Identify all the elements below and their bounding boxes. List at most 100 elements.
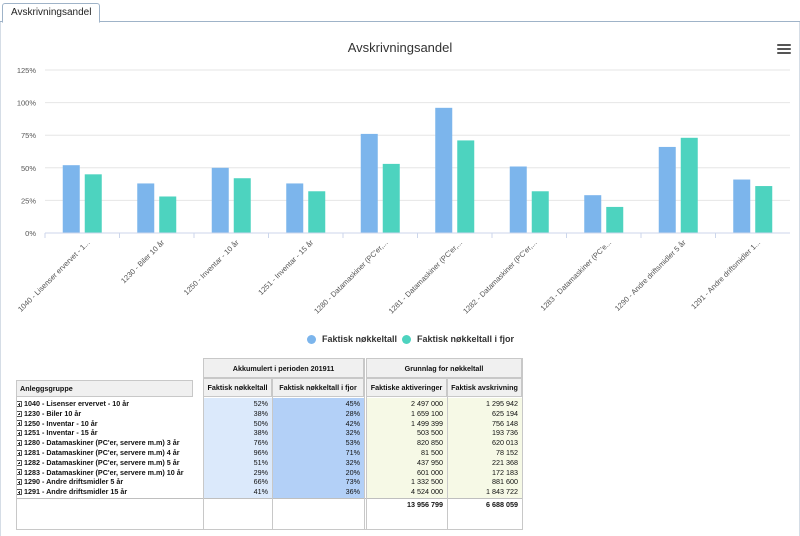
table-cell: 881 600 [492,477,518,487]
section-header-grunnlag: Grunnlag for nøkkeltall [366,358,522,378]
table-cell: 51% [253,457,268,467]
table-cell: 221 368 [492,457,518,467]
bar-chart: Avskrivningsandel0%25%50%75%100%125%1040… [16,40,790,316]
column-bg-grunnlag [366,398,522,498]
row-label-text: 1040 - Lisenser ervervet - 10 år [24,399,130,408]
y-tick-label: 0% [25,229,36,238]
table-cell: 76% [253,438,268,448]
table-cell: 41% [253,487,268,497]
table-row-label[interactable]: 1251 - Inventar - 15 år [16,428,193,438]
table-cell: 1 659 100 [411,408,443,418]
y-tick-label: 25% [21,196,36,205]
table-row-label[interactable]: 1283 - Datamaskiner (PC'er, servere m.m)… [16,468,193,478]
tab-bar: Avskrivningsandel [0,0,800,23]
bar[interactable] [84,174,102,233]
bar[interactable] [457,140,475,233]
column-header-anleggsgruppe[interactable]: Anleggsgruppe [16,380,193,397]
table-row-label[interactable]: 1291 - Andre driftsmidler 15 år [16,487,193,497]
table-cell: 20% [345,467,360,477]
table-cell: 38% [253,428,268,438]
table-cell: 625 194 [492,408,518,418]
legend-label: Faktisk nøkkeltall i fjor [417,334,515,344]
row-label-text: 1230 - Biler 10 år [24,408,82,418]
bar[interactable] [308,191,326,233]
table-cell: 4 524 000 [411,487,443,497]
table-cell: 52% [253,399,268,408]
table-cell: 50% [253,418,268,428]
legend-item-faktisk[interactable]: Faktisk nøkkeltall [307,334,397,344]
bar[interactable] [733,179,751,233]
table-vline [522,358,523,530]
table-row-label[interactable]: 1282 - Datamaskiner (PC'er, servere m.m)… [16,458,193,468]
row-label-text: 1291 - Andre driftsmidler 15 år [24,487,128,497]
table-cell: 28% [345,408,360,418]
bar[interactable] [137,183,155,233]
table-row-label[interactable]: 1290 - Andre driftsmidler 5 år [16,477,193,487]
table-cell: 503 500 [417,428,443,438]
table-cell: 820 850 [417,438,443,448]
legend-dot-icon [307,334,316,344]
table-row-label[interactable]: 1040 - Lisenser ervervet - 10 år [16,399,193,409]
table-cell: 1 843 722 [486,487,518,497]
table-cell: 96% [253,448,268,457]
table-cell: 1 499 399 [411,418,443,428]
table-cell: 81 500 [421,448,443,457]
chart-title: Avskrivningsandel [348,40,453,55]
bar[interactable] [435,107,453,233]
column-bg-fjor [272,398,364,498]
table-cell: 42% [345,418,360,428]
table-cell: 172 183 [492,467,518,477]
table-vline [366,358,367,530]
bar[interactable] [233,178,251,233]
row-label-text: 1290 - Andre driftsmidler 5 år [24,477,124,487]
tab-avskrivningsandel[interactable]: Avskrivningsandel [2,3,101,23]
y-tick-label: 50% [21,164,36,173]
bar[interactable] [211,167,229,233]
column-header[interactable]: Faktisk nøkkeltall [203,378,272,397]
total-avskrivning: 6 688 059 [486,500,518,509]
table-row-label[interactable]: 1280 - Datamaskiner (PC'er, servere m.m)… [16,438,193,448]
table-vline [364,358,365,530]
table-vline [447,378,448,530]
table-cell: 53% [345,438,360,448]
bar[interactable] [680,137,698,233]
bar[interactable] [531,191,549,233]
bar[interactable] [62,165,80,233]
table-cell: 1 295 942 [486,399,518,408]
table-cell: 1 332 500 [411,477,443,487]
bar[interactable] [286,183,304,233]
bar[interactable] [360,133,378,233]
row-label-text: 1281 - Datamaskiner (PC'er, servere m.m)… [24,448,180,457]
bar[interactable] [509,166,527,233]
column-header[interactable]: Faktisk nøkkeltall i fjor [272,378,364,397]
section-header-akkumulert: Akkumulert i perioden 201911 [203,358,364,378]
table-cell: 601 000 [417,467,443,477]
table-row-label[interactable]: 1281 - Datamaskiner (PC'er, servere m.m)… [16,448,193,458]
table-cell: 620 013 [492,438,518,448]
table-cell: 756 148 [492,418,518,428]
hamburger-menu-icon[interactable] [777,44,791,56]
row-label-text: 1251 - Inventar - 15 år [24,428,98,438]
y-tick-label: 75% [21,131,36,140]
bar[interactable] [658,146,676,233]
table-cell: 71% [345,448,360,457]
bar[interactable] [606,206,624,233]
y-tick-label: 100% [17,99,37,108]
bar[interactable] [382,163,400,233]
table-cell: 36% [345,487,360,497]
bar[interactable] [584,195,602,233]
y-tick-label: 125% [17,66,37,75]
row-label-text: 1283 - Datamaskiner (PC'er, servere m.m)… [24,467,184,477]
table-row-label[interactable]: 1230 - Biler 10 år [16,409,193,419]
bar[interactable] [755,186,773,233]
legend-item-fjor[interactable]: Faktisk nøkkeltall i fjor [402,334,514,344]
table-cell: 78 152 [496,448,518,457]
bar[interactable] [159,196,177,233]
table-cell: 66% [253,477,268,487]
column-header[interactable]: Faktiske aktiveringer [366,378,447,397]
table-bottom-border [16,529,522,530]
legend-label: Faktisk nøkkeltall [322,334,398,344]
column-header[interactable]: Faktisk avskrivning [447,378,522,397]
table-row-label[interactable]: 1250 - Inventar - 10 år [16,419,193,429]
